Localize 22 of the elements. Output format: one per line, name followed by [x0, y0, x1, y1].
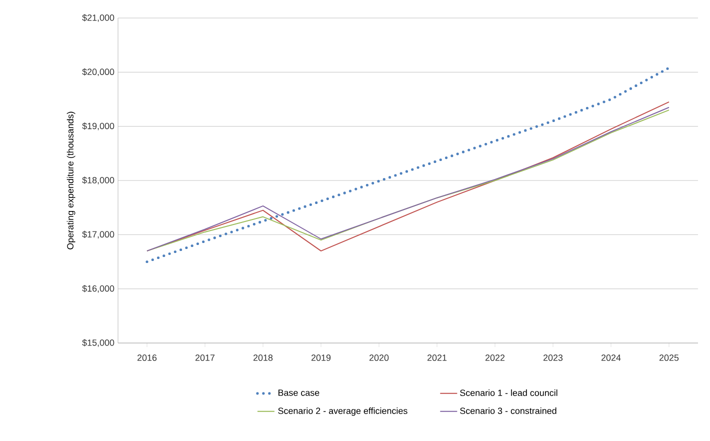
y-tick-label: $17,000	[82, 230, 114, 239]
x-tick-label: 2019	[311, 354, 331, 361]
x-tick-label: 2025	[659, 354, 679, 361]
x-tick-label: 2023	[543, 354, 563, 361]
legend-label: Scenario 3 - constrained	[460, 407, 556, 414]
y-tick-label: $15,000	[82, 339, 114, 347]
x-tick-label: 2020	[369, 354, 389, 361]
y-tick-label: $18,000	[82, 176, 114, 184]
y-tick-label: $20,000	[82, 68, 114, 76]
legend-label: Scenario 1 - lead council	[460, 389, 558, 396]
x-tick-label: 2016	[137, 354, 157, 361]
y-tick-label: $16,000	[82, 284, 114, 293]
x-tick-label: 2017	[195, 354, 215, 361]
x-tick-label: 2022	[485, 354, 505, 361]
x-tick-label: 2024	[601, 354, 621, 361]
y-axis-title: Operating expenditure (thousands)	[66, 112, 76, 250]
x-tick-label: 2021	[427, 354, 447, 361]
legend-label: Scenario 2 - average efficiencies	[278, 407, 408, 416]
x-tick-label: 2018	[253, 354, 273, 361]
y-tick-label: $19,000	[82, 122, 114, 130]
legend-label: Base case	[278, 390, 320, 396]
y-tick-label: $21,000	[82, 14, 114, 22]
